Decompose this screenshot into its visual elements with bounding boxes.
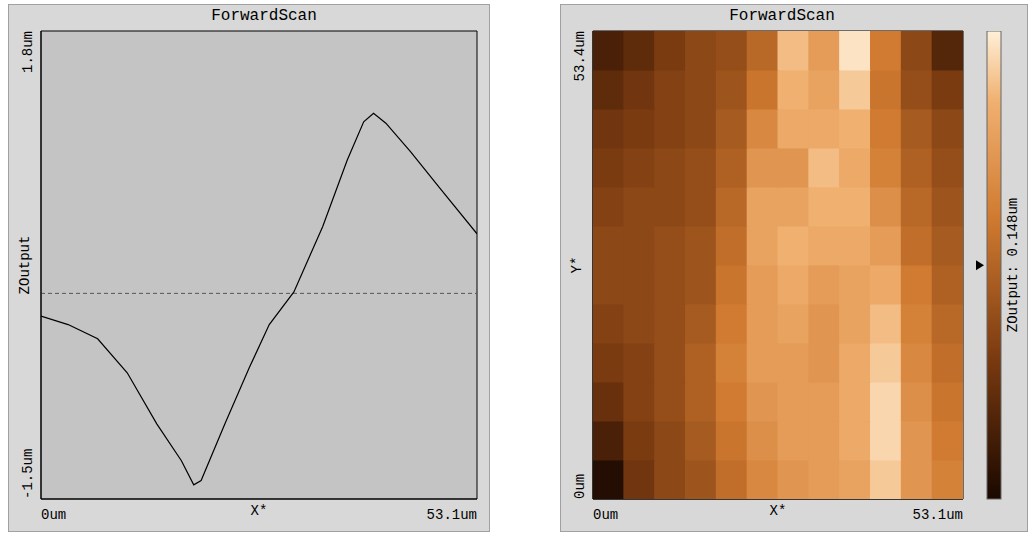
svg-text:ZOutput: 0.148um: ZOutput: 0.148um (1005, 198, 1021, 332)
html-text:ForwardScan: ForwardScan (211, 7, 317, 25)
svg-text:X*: X* (770, 503, 787, 519)
html-text:ForwardScan: ForwardScan (729, 7, 835, 25)
svg-text:0um: 0um (572, 474, 588, 499)
svg-text:53.1um: 53.1um (427, 507, 477, 523)
svg-text:ZOutput: ZOutput (17, 236, 33, 295)
svg-text:0um: 0um (41, 507, 66, 523)
svg-text:0um: 0um (593, 507, 618, 523)
svg-text:Y*: Y* (569, 257, 585, 274)
svg-text:53.4um: 53.4um (572, 31, 588, 81)
svg-text:X*: X* (251, 503, 268, 519)
svg-text:53.1um: 53.1um (913, 507, 963, 523)
svg-text:1.8um: 1.8um (20, 31, 36, 73)
svg-text:-1.5um: -1.5um (20, 449, 36, 499)
